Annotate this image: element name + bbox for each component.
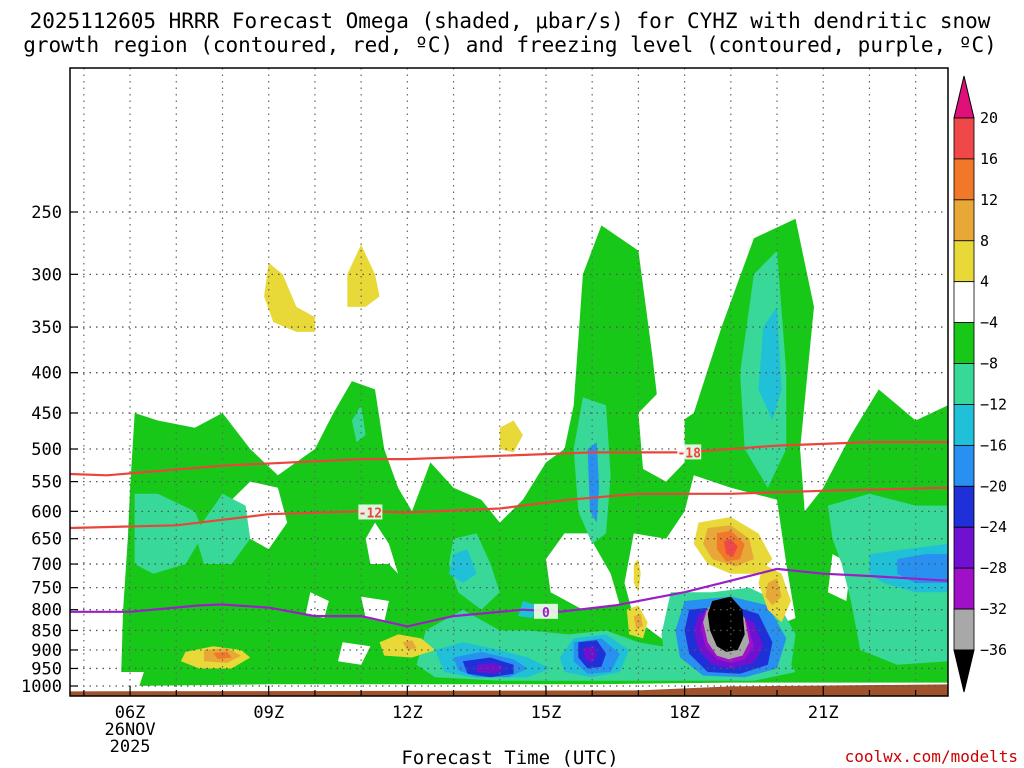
colorbar-label-13: −36 [980,641,1007,659]
omega-region-53 [765,578,782,606]
colorbar: 20 16 12 8 4 −4 −8 −12 −16 −20 −24 −28 −32 −36 [953,75,1007,693]
isotherm-label--18: -18 [677,446,701,461]
colorbar-label-10: −24 [980,518,1007,536]
colorbar-bin-13 [953,608,975,651]
plot-area: -18 -12 0 [69,67,949,697]
omega-region-3 [305,592,329,619]
colorbar-bin-4 [953,240,975,283]
omega-region-24 [758,306,782,421]
isotherm-label-bg-2 [533,603,558,619]
chart-title-line-2: growth region (contoured, red, ºC) and f… [23,33,997,57]
y-tick-label-300: 300 [31,265,62,285]
omega-region-57 [723,538,738,557]
x-axis-label: Forecast Time (UTC) [401,747,618,768]
y-tick-label-1000: 1000 [21,677,62,697]
colorbar-bin-11 [953,526,975,569]
omega-region-37 [582,646,597,663]
colorbar-label-3: 8 [980,232,989,250]
colorbar-bin-7 [953,363,975,405]
y-tick-label-650: 650 [31,530,62,550]
isotherm-label-bg-0 [677,444,702,460]
grid-lines [70,68,948,696]
colorbar-label-5: −4 [980,314,998,332]
isotherm-label--12: -12 [359,506,382,521]
colorbar-label-1: 16 [980,150,998,168]
isotherm-label-bg-1 [358,504,383,520]
omega-region-11 [107,672,144,686]
omega-region-12 [134,493,204,574]
colorbar-top-arrow [953,75,975,119]
x-tick-label-12Z: 12Z [392,703,423,723]
x-tick-label-15Z: 15Z [531,703,562,723]
omega-region-36 [476,663,505,674]
y-tick-label-750: 750 [31,579,62,599]
omega-region-47 [633,559,641,593]
omega-region-9 [338,642,371,665]
y-tick-label-700: 700 [31,555,62,575]
colorbar-label-9: −20 [980,477,1007,495]
colorbar-bin-8 [953,404,975,446]
omega-region-42 [347,244,380,307]
omega-region-41 [264,262,315,332]
x-tick-label-18Z: 18Z [669,703,700,723]
colorbar-label-7: −12 [980,395,1007,413]
omega-region-26 [587,442,600,523]
credit-text: coolwx.com/modelts [845,747,1018,766]
omega-region-40 [707,596,745,652]
colorbar-bin-1 [953,117,975,160]
omega-region-5 [546,533,620,610]
x-tick-label-21Z: 21Z [808,703,839,723]
date-label-1: 2025 [110,737,151,757]
omega-region-27 [897,554,948,583]
isotherm-0 [70,567,948,628]
colorbar-label-0: 20 [980,109,998,127]
colorbar-label-8: −16 [980,436,1007,454]
omega-region-56 [213,651,232,660]
y-tick-label-850: 850 [31,621,62,641]
colorbar-bin-2 [953,158,975,201]
y-tick-label-400: 400 [31,364,62,384]
date-label-0: 26NOV [104,720,155,740]
isotherm--12 [70,486,948,530]
chart-title-line-1: 2025112605 HRRR Forecast Omega (shaded, … [30,9,991,33]
omega-region-43 [499,420,523,453]
colorbar-label-11: −28 [980,559,1007,577]
omega-region-14 [351,405,366,443]
x-tick-label-09Z: 09Z [253,703,284,723]
colorbar-label-12: −32 [980,600,1007,618]
colorbar-bin-10 [953,485,975,528]
axes: 2503003504004505005506006507007508008509… [21,203,917,757]
omega-region-23 [448,549,477,583]
y-tick-label-450: 450 [31,404,62,424]
colorbar-label-6: −8 [980,355,998,373]
omega-region-54 [402,640,417,650]
omega-region-2 [365,522,399,574]
y-tick-label-950: 950 [31,659,62,679]
y-tick-label-500: 500 [31,440,62,460]
y-tick-label-250: 250 [31,203,62,223]
y-tick-label-350: 350 [31,318,62,338]
y-tick-label-550: 550 [31,473,62,493]
colorbar-bin-9 [953,444,975,487]
y-tick-label-900: 900 [31,641,62,661]
plot-frame [69,67,949,697]
y-tick-label-800: 800 [31,601,62,621]
ground-terrain [70,684,948,696]
colorbar-label-4: 4 [980,273,989,291]
colorbar-bottom-arrow [953,649,975,693]
colorbar-bin-5 [953,281,975,324]
isotherm--18 [70,441,948,477]
isotherm-label-0: 0 [542,606,550,621]
omega-region-4 [361,596,389,623]
y-tick-label-600: 600 [31,502,62,522]
omega-region-13 [194,493,251,564]
x-tick-label-06Z: 06Z [115,703,146,723]
colorbar-bin-6 [953,322,975,364]
colorbar-bin-12 [953,567,975,610]
colorbar-bin-3 [953,199,975,242]
colorbar-label-2: 12 [980,191,998,209]
plot-inner: -18 -12 0 [70,68,948,696]
